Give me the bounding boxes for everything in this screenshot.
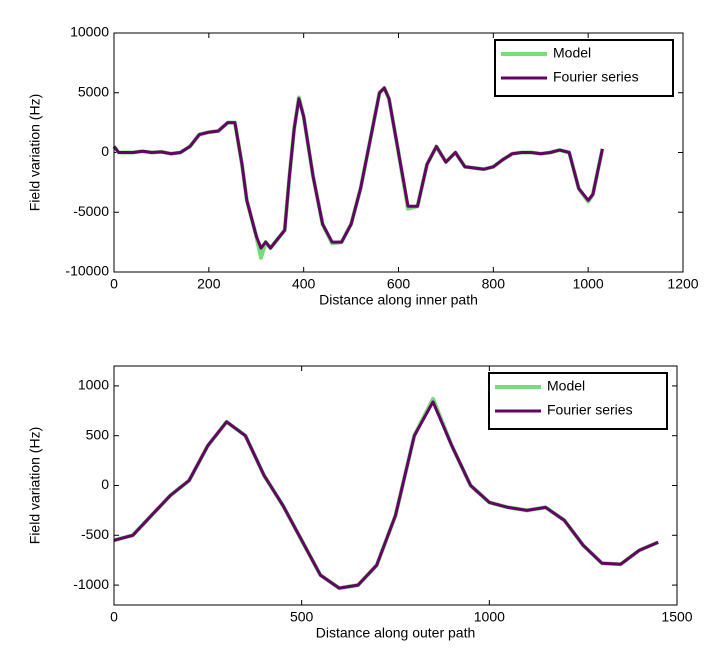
legend-box — [494, 39, 674, 97]
y-tick-label: 1000 — [78, 377, 109, 393]
x-tick-label: 1200 — [667, 276, 698, 292]
y-tick-label: -5000 — [73, 203, 109, 219]
x-tick-label: 500 — [290, 609, 314, 625]
x-tick-label: 200 — [197, 276, 221, 292]
data-line — [112, 86, 604, 250]
legend: Model Fourier series — [488, 372, 668, 430]
legend-label: Model — [553, 45, 591, 61]
x-tick-label: 600 — [387, 276, 411, 292]
x-tick-label: 400 — [292, 276, 316, 292]
legend: Model Fourier series — [494, 39, 674, 97]
y-axis-label: Field variation (Hz) — [27, 94, 43, 211]
x-tick-label: 1000 — [474, 609, 505, 625]
legend-label: Fourier series — [547, 402, 633, 418]
data-line — [112, 86, 605, 260]
legend-label: Fourier series — [553, 69, 639, 85]
x-axis-label: Distance along inner path — [319, 292, 478, 308]
x-tick-label: 0 — [110, 276, 118, 292]
x-tick-label: 0 — [110, 609, 118, 625]
axes: 0 200 400 600 800 1000 1200 -10000 -5000 0 5000 100… — [27, 24, 699, 308]
y-tick-label: 5000 — [78, 83, 109, 99]
y-tick-label: 500 — [86, 426, 110, 442]
y-tick-label: 0 — [101, 143, 109, 159]
y-axis-label: Field variation (Hz) — [27, 427, 43, 544]
legend-box — [488, 372, 668, 430]
y-tick-label: -10000 — [65, 263, 109, 279]
x-tick-label: 1500 — [661, 609, 692, 625]
y-tick-label: 0 — [101, 476, 109, 492]
y-tick-label: 10000 — [70, 24, 109, 40]
plot-frame — [113, 365, 678, 606]
y-tick-label: -1000 — [73, 576, 109, 592]
legend-label: Model — [547, 378, 585, 394]
y-tick-label: -500 — [81, 526, 109, 542]
x-tick-label: 1000 — [573, 276, 604, 292]
x-tick-label: 800 — [482, 276, 506, 292]
data-line — [113, 400, 659, 590]
x-axis-label: Distance along outer path — [316, 625, 476, 641]
plot-frame — [113, 32, 684, 273]
